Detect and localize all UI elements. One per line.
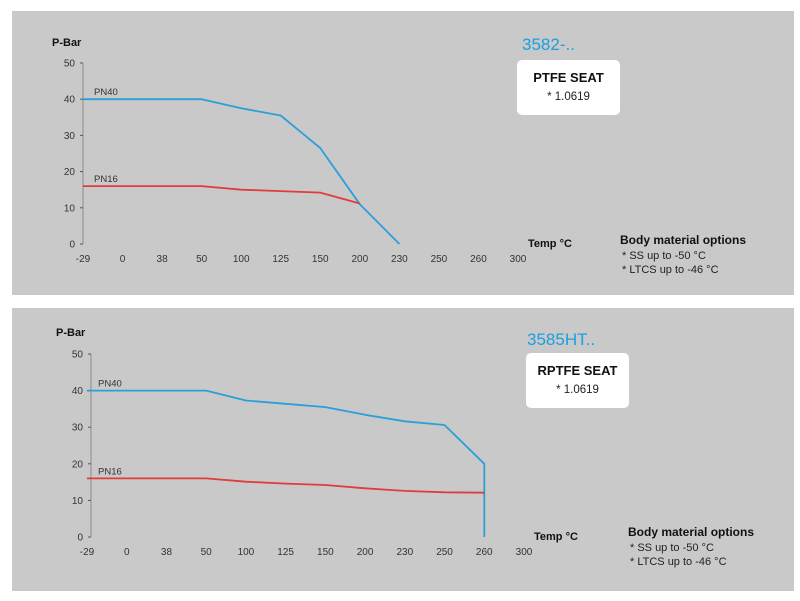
x-tick-label: 260	[470, 254, 487, 265]
x-tick-label: 100	[233, 254, 250, 265]
series-line-pn40	[83, 98, 401, 245]
model-number: 3585HT..	[527, 330, 596, 349]
x-tick-label: 38	[161, 547, 173, 558]
y-tick-label: 20	[72, 459, 84, 470]
seat-title: PTFE SEAT	[533, 70, 604, 85]
y-tick-label: 30	[64, 131, 76, 142]
y-tick-label: 0	[77, 533, 83, 544]
x-axis-label: Temp °C	[528, 238, 572, 250]
y-tick-label: 20	[64, 167, 76, 178]
x-tick-label: 230	[396, 547, 413, 558]
x-tick-label: 0	[124, 547, 130, 558]
notes-title: Body material options	[620, 233, 747, 247]
series-line-pn16	[87, 477, 485, 494]
x-tick-label: 125	[277, 547, 294, 558]
x-tick-label: 0	[120, 254, 126, 265]
x-tick-label: 150	[312, 254, 329, 265]
y-axis-label: P-Bar	[52, 37, 82, 49]
series-line-pn40	[87, 389, 486, 537]
series-line-pn16	[83, 185, 361, 205]
seat-title: RPTFE SEAT	[537, 363, 618, 378]
note-ltcs: * LTCS up to -46 °C	[622, 264, 719, 276]
body-material-notes: Body material options * SS up to -50 °C …	[620, 233, 746, 277]
y-tick-label: 10	[72, 496, 84, 507]
x-axis-label: Temp °C	[534, 531, 578, 543]
x-tick-label: 260	[476, 547, 493, 558]
x-tick-label: 250	[436, 547, 453, 558]
x-tick-label: 300	[516, 547, 533, 558]
y-tick-label: 10	[64, 203, 76, 214]
x-tick-label: 230	[391, 254, 408, 265]
chart-panel-3582: 0 10 20 30 40 50 P-Bar -29 0 38 50 100 125 150 200 230 2…	[12, 11, 794, 295]
series-label-pn16: PN16	[98, 466, 122, 477]
x-tick-label: -29	[80, 547, 95, 558]
note-ltcs: * LTCS up to -46 °C	[630, 556, 727, 568]
x-tick-label: 200	[357, 547, 374, 558]
x-tick-label: 200	[351, 254, 368, 265]
x-tick-label: 50	[201, 547, 213, 558]
pressure-temperature-chart: 0 10 20 30 40 50 P-Bar -29 0 38 50 100 125 150 200 230 2…	[56, 327, 578, 558]
seat-info-box: PTFE SEAT * 1.0619	[517, 60, 620, 115]
y-tick-label: 50	[64, 59, 76, 70]
note-ss: * SS up to -50 °C	[622, 250, 706, 262]
seat-material: * 1.0619	[556, 384, 599, 396]
y-tick-label: 50	[72, 350, 84, 361]
x-tick-label: 250	[431, 254, 448, 265]
y-tick-label: 30	[72, 423, 84, 434]
series-label-pn40: PN40	[94, 87, 118, 98]
y-axis-label: P-Bar	[56, 327, 86, 339]
x-tick-label: 50	[196, 254, 208, 265]
chart-panel-3585ht: 0 10 20 30 40 50 P-Bar -29 0 38 50 100 125 150 200 230 2…	[12, 308, 794, 591]
series-label-pn40: PN40	[98, 379, 122, 390]
note-ss: * SS up to -50 °C	[630, 542, 714, 554]
y-tick-label: 40	[72, 386, 84, 397]
x-tick-label: 150	[317, 547, 334, 558]
y-tick-label: 40	[64, 95, 76, 106]
x-tick-label: 125	[272, 254, 289, 265]
seat-material: * 1.0619	[547, 91, 590, 103]
y-tick-label: 0	[69, 240, 75, 251]
notes-title: Body material options	[628, 525, 755, 539]
x-tick-label: 300	[510, 254, 527, 265]
model-number: 3582-..	[522, 35, 575, 54]
seat-info-box: RPTFE SEAT * 1.0619	[526, 353, 629, 408]
x-tick-label: 100	[238, 547, 255, 558]
series-label-pn16: PN16	[94, 174, 118, 185]
body-material-notes: Body material options * SS up to -50 °C …	[628, 525, 754, 569]
x-tick-label: -29	[76, 254, 91, 265]
x-tick-label: 38	[157, 254, 169, 265]
